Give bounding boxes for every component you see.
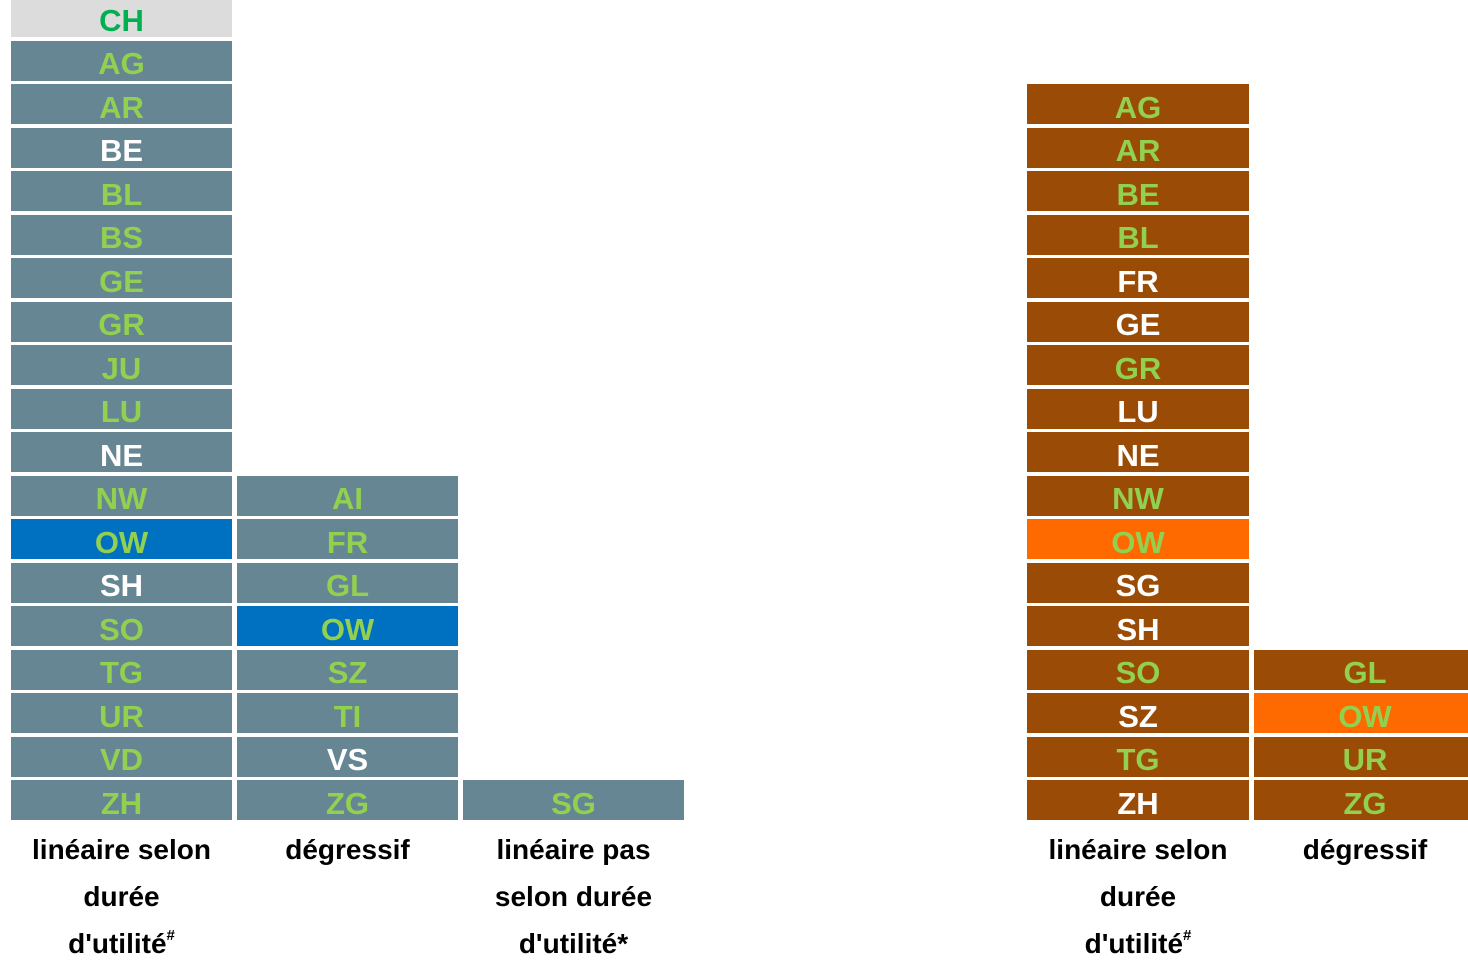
- canton-block-ag: AG: [1027, 84, 1249, 124]
- canton-block-ur: UR: [11, 693, 232, 733]
- canton-block-ge: GE: [1027, 301, 1249, 342]
- canton-block-sh: SH: [11, 562, 232, 603]
- canton-block-vd: VD: [11, 736, 232, 777]
- column-label-line: durée: [1099, 881, 1177, 912]
- canton-block-ow: OW: [237, 606, 458, 646]
- column-label-line: linéaire pas: [496, 834, 651, 865]
- canton-block-sz: SZ: [237, 649, 458, 690]
- canton-block-bs: BS: [11, 214, 232, 255]
- canton-block-ow: OW: [1027, 519, 1249, 559]
- canton-block-ai: AI: [237, 475, 458, 516]
- canton-block-nw: NW: [11, 475, 232, 516]
- canton-block-zh: ZH: [11, 780, 232, 820]
- column-label-2-2: dégressif: [1250, 826, 1468, 873]
- canton-block-sh: SH: [1027, 606, 1249, 646]
- canton-block-so: SO: [11, 606, 232, 646]
- column-label-line: selon durée: [494, 881, 653, 912]
- canton-block-gl: GL: [1254, 649, 1468, 690]
- canton-block-bl: BL: [11, 171, 232, 211]
- canton-block-bl: BL: [1027, 214, 1249, 255]
- column-label-line: dégressif: [1302, 834, 1428, 865]
- canton-block-ne: NE: [1027, 432, 1249, 472]
- footnote-mark: #: [166, 927, 175, 944]
- column-label-line: linéaire selon: [1048, 834, 1228, 865]
- footnote-mark: #: [1183, 927, 1192, 944]
- canton-block-ow: OW: [1254, 693, 1468, 733]
- canton-block-gr: GR: [11, 301, 232, 342]
- canton-block-gl: GL: [237, 562, 458, 603]
- canton-block-ur: UR: [1254, 736, 1468, 777]
- canton-block-nw: NW: [1027, 475, 1249, 516]
- canton-block-ag: AG: [11, 40, 232, 81]
- column-label-1-2: dégressif: [233, 826, 462, 873]
- canton-block-so: SO: [1027, 649, 1249, 690]
- canton-block-gr: GR: [1027, 345, 1249, 385]
- canton-block-lu: LU: [1027, 388, 1249, 429]
- canton-block-zg: ZG: [1254, 780, 1468, 820]
- column-label-1-3: linéaire pas selon durée d'utilité*: [459, 826, 688, 967]
- canton-block-sz: SZ: [1027, 693, 1249, 733]
- canton-block-zg: ZG: [237, 780, 458, 820]
- canton-block-tg: TG: [1027, 736, 1249, 777]
- canton-block-tg: TG: [11, 649, 232, 690]
- column-label-2-1: linéaire selon durée d'utilité#: [1023, 826, 1253, 967]
- canton-block-ge: GE: [11, 258, 232, 298]
- canton-block-ne: NE: [11, 432, 232, 472]
- canton-block-vs: VS: [237, 736, 458, 777]
- canton-block-lu: LU: [11, 388, 232, 429]
- header-block-ch: CH: [11, 0, 232, 37]
- canton-block-sg: SG: [1027, 562, 1249, 603]
- column-label-line: durée: [83, 881, 160, 912]
- canton-block-ow: OW: [11, 519, 232, 559]
- canton-block-zh: ZH: [1027, 780, 1249, 820]
- column-label-line: d'utilité#: [68, 927, 175, 959]
- column-label-line: linéaire selon: [32, 834, 211, 865]
- canton-block-fr: FR: [1027, 258, 1249, 298]
- canton-block-sg: SG: [463, 780, 684, 820]
- canton-block-ar: AR: [11, 84, 232, 124]
- column-label-1-1: linéaire selon durée d'utilité#: [7, 826, 236, 967]
- canton-block-ti: TI: [237, 693, 458, 733]
- column-label-line: dégressif: [285, 834, 410, 865]
- column-label-line: d'utilité#: [1084, 927, 1192, 959]
- canton-block-ar: AR: [1027, 127, 1249, 168]
- column-label-line: d'utilité*: [518, 928, 629, 959]
- canton-block-be: BE: [1027, 171, 1249, 211]
- canton-block-ju: JU: [11, 345, 232, 385]
- canton-block-fr: FR: [237, 519, 458, 559]
- canton-block-be: BE: [11, 127, 232, 168]
